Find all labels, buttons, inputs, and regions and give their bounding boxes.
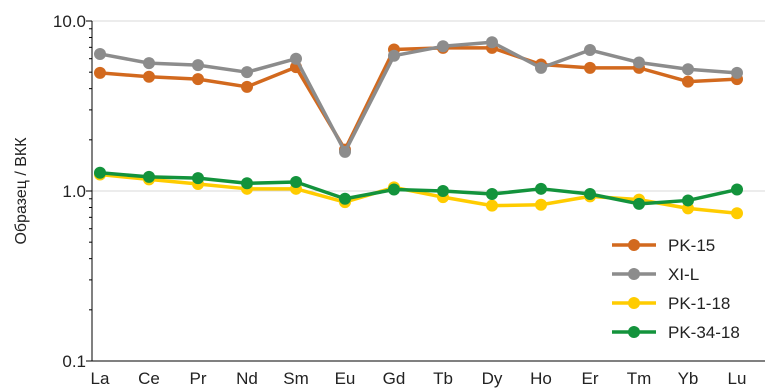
legend-label: PK-34-18 bbox=[668, 323, 740, 342]
x-tick-label: La bbox=[91, 369, 110, 388]
x-tick-label: Nd bbox=[236, 369, 258, 388]
x-tick-label: Ce bbox=[138, 369, 160, 388]
x-tick-label: Pr bbox=[190, 369, 207, 388]
series-line bbox=[99, 172, 738, 215]
y-tick-label: 1.0 bbox=[62, 182, 86, 201]
data-point bbox=[241, 80, 253, 93]
x-tick-label: Lu bbox=[728, 369, 747, 388]
data-point bbox=[241, 177, 253, 190]
data-point bbox=[584, 44, 596, 57]
x-tick-label: Sm bbox=[283, 369, 309, 388]
data-point bbox=[633, 197, 645, 210]
legend-marker bbox=[628, 239, 640, 251]
data-point bbox=[682, 194, 694, 207]
legend-label: XI-L bbox=[668, 265, 699, 284]
data-point bbox=[192, 73, 204, 86]
legend-item: XI-L bbox=[612, 265, 699, 284]
series-pk-34-18 bbox=[94, 166, 743, 210]
data-point bbox=[388, 49, 400, 62]
data-point bbox=[339, 192, 351, 205]
data-point bbox=[731, 66, 743, 79]
data-point bbox=[143, 170, 155, 183]
data-point bbox=[486, 36, 498, 49]
series-pk-15 bbox=[94, 41, 743, 156]
data-point bbox=[584, 188, 596, 201]
series-xi-l bbox=[94, 36, 743, 158]
x-tick-label: Yb bbox=[678, 369, 699, 388]
data-point bbox=[731, 183, 743, 196]
x-tick-label: Tm bbox=[627, 369, 652, 388]
data-point bbox=[241, 66, 253, 79]
data-point bbox=[682, 75, 694, 88]
x-tick-label: Gd bbox=[383, 369, 406, 388]
data-point bbox=[535, 198, 547, 211]
x-tick-label: Ho bbox=[530, 369, 552, 388]
data-point bbox=[143, 70, 155, 83]
data-point bbox=[486, 188, 498, 201]
legend-marker bbox=[628, 326, 640, 338]
y-tick-label: 0.1 bbox=[62, 352, 86, 371]
y-tick-label: 10.0 bbox=[53, 12, 86, 31]
x-tick-label: Eu bbox=[335, 369, 356, 388]
data-point bbox=[437, 40, 449, 53]
data-point bbox=[94, 66, 106, 79]
data-point bbox=[339, 145, 351, 158]
data-point bbox=[584, 61, 596, 74]
data-point bbox=[437, 185, 449, 197]
data-point bbox=[290, 52, 302, 65]
data-point bbox=[192, 172, 204, 185]
y-axis-label: Образец / ВКК bbox=[13, 137, 30, 245]
x-tick-label: Dy bbox=[482, 369, 503, 388]
data-point bbox=[94, 47, 106, 60]
data-point bbox=[486, 199, 498, 212]
series-layer bbox=[94, 36, 743, 220]
data-point bbox=[633, 56, 645, 69]
legend-marker bbox=[628, 268, 640, 280]
data-point bbox=[192, 59, 204, 72]
data-point bbox=[682, 63, 694, 76]
series-pk-1-18 bbox=[94, 168, 743, 220]
x-tick-label: Tb bbox=[433, 369, 453, 388]
series-line bbox=[99, 171, 738, 206]
legend-label: PK-15 bbox=[668, 236, 715, 255]
data-point bbox=[731, 207, 743, 220]
data-point bbox=[535, 182, 547, 195]
legend-label: PK-1-18 bbox=[668, 294, 730, 313]
data-point bbox=[290, 175, 302, 188]
data-point bbox=[388, 183, 400, 196]
axes bbox=[86, 20, 765, 362]
tick-labels: 10.0 1.0 0.1 La Ce Pr Nd Sm Eu Gd Tb Dy Ho Er Tm Yb Lu bbox=[53, 12, 747, 388]
legend-item: PK-15 bbox=[612, 236, 715, 255]
series-line bbox=[99, 46, 738, 152]
data-point bbox=[535, 61, 547, 74]
series-line bbox=[99, 40, 738, 154]
legend-item: PK-34-18 bbox=[612, 323, 740, 342]
data-point bbox=[94, 166, 106, 179]
data-point bbox=[143, 57, 155, 70]
legend-marker bbox=[628, 297, 640, 309]
x-tick-label: Er bbox=[582, 369, 599, 388]
legend: PK-15 XI-L PK-1-18 PK-34-18 bbox=[612, 236, 740, 342]
legend-item: PK-1-18 bbox=[612, 294, 730, 313]
